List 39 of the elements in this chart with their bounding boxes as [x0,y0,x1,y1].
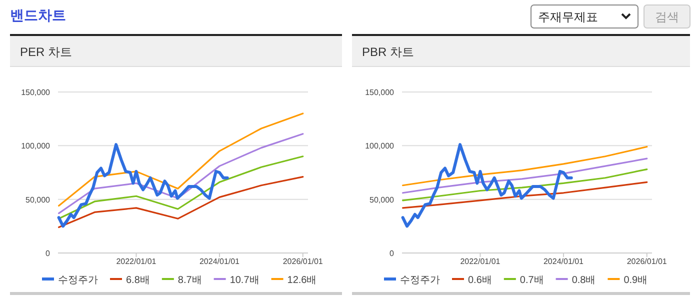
line-series [402,181,648,209]
line-series [58,176,304,228]
chart-title: PER 차트 [20,45,72,59]
chart-title: PBR 차트 [362,45,414,59]
line-series [58,112,304,207]
y-tick-label: 100,000 [21,142,51,151]
x-tick-label: 2026/01/01 [626,257,668,266]
line-series [402,146,648,186]
y-tick-label: 150,000 [21,88,51,97]
y-tick-label: 100,000 [365,142,395,151]
legend-label: 0.7배 [520,275,544,286]
legend-label: 0.6배 [468,275,492,286]
y-tick-label: 50,000 [26,195,51,204]
legend-label: 6.8배 [126,275,150,286]
legend-label: 12.6배 [287,275,317,286]
line-series [57,143,229,228]
legend-label: 수정주가 [400,275,440,286]
line-series [402,168,648,202]
y-tick-label: 0 [46,249,51,258]
x-tick-label: 2022/01/01 [460,257,501,266]
x-tick-label: 2024/01/01 [543,257,584,266]
y-tick-label: 0 [390,249,395,258]
x-tick-label: 2024/01/01 [199,257,240,266]
line-series [58,156,304,220]
text: 밴드차트 [10,7,66,23]
legend-label: 0.9배 [624,275,648,286]
legend-label: 0.8배 [572,275,596,286]
text: 주재무제표 [538,10,598,24]
line-series [401,143,573,228]
text: 검색 [655,10,679,24]
line-series [402,158,648,194]
y-tick-label: 150,000 [365,88,395,97]
legend-label: 수정주가 [58,275,98,286]
x-tick-label: 2022/01/01 [116,257,157,266]
legend-label: 8.7배 [178,275,202,286]
x-tick-label: 2026/01/01 [282,257,324,266]
legend-label: 10.7배 [230,275,260,286]
y-tick-label: 50,000 [370,195,395,204]
line-series [58,133,304,214]
